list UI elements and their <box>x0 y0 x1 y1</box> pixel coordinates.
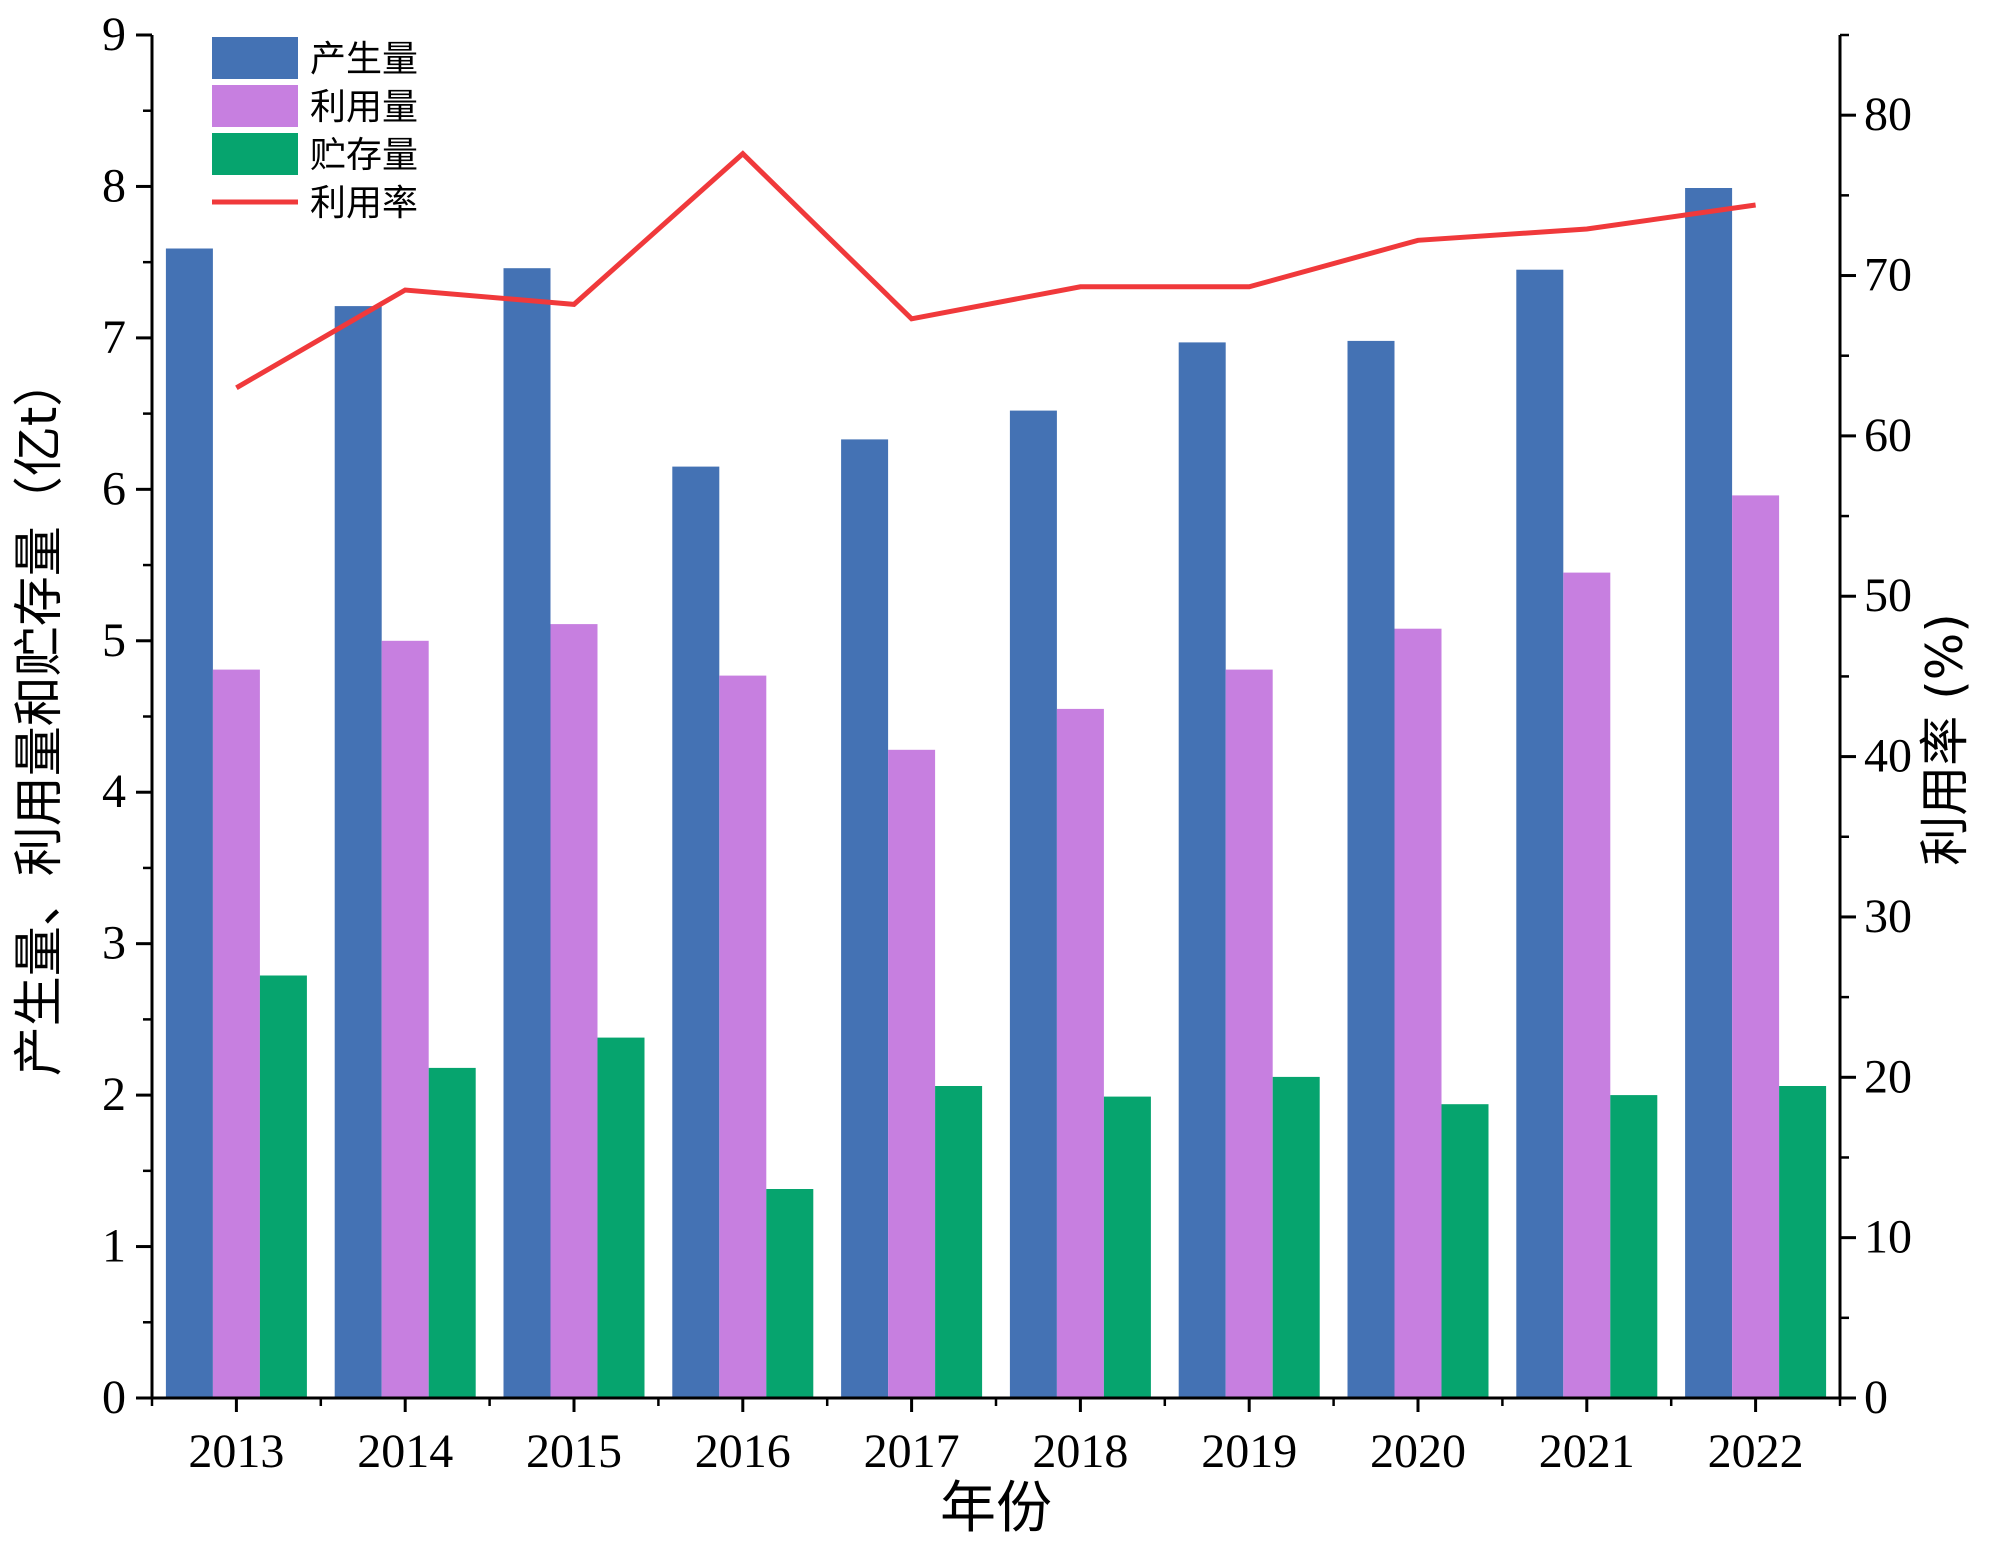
y2-tick-label-20: 20 <box>1864 1050 1912 1103</box>
legend-swatch-3 <box>212 133 298 175</box>
line-series-1 <box>235 150 1756 390</box>
bar-2-2015 <box>550 624 598 1398</box>
y-tick-label-7: 7 <box>102 311 126 364</box>
y2-tick-label-40: 40 <box>1864 730 1912 783</box>
bar-2-2022 <box>1732 495 1780 1398</box>
bar-1-2017 <box>841 439 889 1398</box>
y-tick-label-6: 6 <box>102 462 126 515</box>
y-tick-label-9: 9 <box>102 8 126 61</box>
x-tick-label-2020: 2020 <box>1370 1425 1466 1478</box>
plot-area <box>165 150 1827 1399</box>
x-tick-label-2018: 2018 <box>1032 1425 1128 1478</box>
bar-1-2022 <box>1685 188 1733 1398</box>
bar-3-2015 <box>597 1037 645 1398</box>
x-tick-label-2016: 2016 <box>695 1425 791 1478</box>
bar-3-2019 <box>1272 1076 1320 1398</box>
x-axis-title: 年份 <box>940 1476 1052 1541</box>
y-tick-label-1: 1 <box>102 1220 126 1273</box>
bar-2-2021 <box>1563 572 1611 1398</box>
x-tick-label-2014: 2014 <box>357 1425 453 1478</box>
y2-tick-label-50: 50 <box>1864 569 1912 622</box>
y2-tick-label-70: 70 <box>1864 249 1912 302</box>
bar-2-2016 <box>719 675 767 1398</box>
y-axis-title: 产生量、利用量和贮存量（亿t） <box>10 357 68 1077</box>
bar-2-2017 <box>888 749 936 1398</box>
y2-tick-label-30: 30 <box>1864 890 1912 943</box>
bar-3-2016 <box>766 1189 814 1398</box>
legend-label-4: 利用率 <box>310 183 418 224</box>
x-tick-label-2019: 2019 <box>1201 1425 1297 1478</box>
bar-3-2014 <box>428 1067 476 1398</box>
bar-2-2020 <box>1394 628 1442 1398</box>
bar-3-2018 <box>1103 1096 1151 1398</box>
legend-swatch-1 <box>212 37 298 79</box>
legend-swatch-2 <box>212 85 298 127</box>
bar-1-2013 <box>165 248 213 1398</box>
legend-label-1: 产生量 <box>310 39 418 80</box>
axes: 0 1 2 3 4 5 6 7 8 9 0 10 20 30 40 50 60 70 80 2013 2014 2015 2… <box>102 8 1912 1478</box>
legend-label-2: 利用量 <box>310 87 418 128</box>
bar-1-2015 <box>503 268 551 1399</box>
bar-2-2018 <box>1056 708 1104 1398</box>
x-tick-label-2015: 2015 <box>526 1425 622 1478</box>
bar-3-2020 <box>1441 1104 1489 1398</box>
bar-1-2014 <box>334 306 382 1399</box>
y2-tick-label-0: 0 <box>1864 1371 1888 1424</box>
bar-3-2013 <box>259 975 307 1398</box>
bar-1-2018 <box>1009 410 1057 1399</box>
y2-axis-title: 利用率 (%) <box>1916 613 1974 865</box>
bar-3-2021 <box>1610 1095 1658 1398</box>
bar-2-2019 <box>1225 669 1273 1398</box>
y-tick-label-5: 5 <box>102 614 126 667</box>
y-tick-label-8: 8 <box>102 159 126 212</box>
x-tick-label-2021: 2021 <box>1539 1425 1635 1478</box>
bar-1-2016 <box>672 466 720 1399</box>
legend-label-3: 贮存量 <box>310 135 418 176</box>
y-tick-label-3: 3 <box>102 917 126 970</box>
y-tick-label-4: 4 <box>102 765 126 818</box>
x-tick-label-2022: 2022 <box>1708 1425 1804 1478</box>
bar-1-2021 <box>1516 269 1564 1399</box>
bar-2-2014 <box>381 640 429 1398</box>
bar-1-2020 <box>1347 340 1395 1398</box>
bar-3-2022 <box>1779 1086 1827 1398</box>
x-tick-label-2017: 2017 <box>864 1425 960 1478</box>
x-tick-label-2013: 2013 <box>188 1425 284 1478</box>
y-tick-label-2: 2 <box>102 1068 126 1121</box>
y2-tick-label-80: 80 <box>1864 88 1912 141</box>
y2-tick-label-10: 10 <box>1864 1211 1912 1264</box>
y-tick-label-0: 0 <box>102 1371 126 1424</box>
bar-3-2017 <box>935 1086 983 1398</box>
bar-1-2019 <box>1178 342 1226 1398</box>
y2-tick-label-60: 60 <box>1864 409 1912 462</box>
bar-2-2013 <box>212 669 260 1398</box>
